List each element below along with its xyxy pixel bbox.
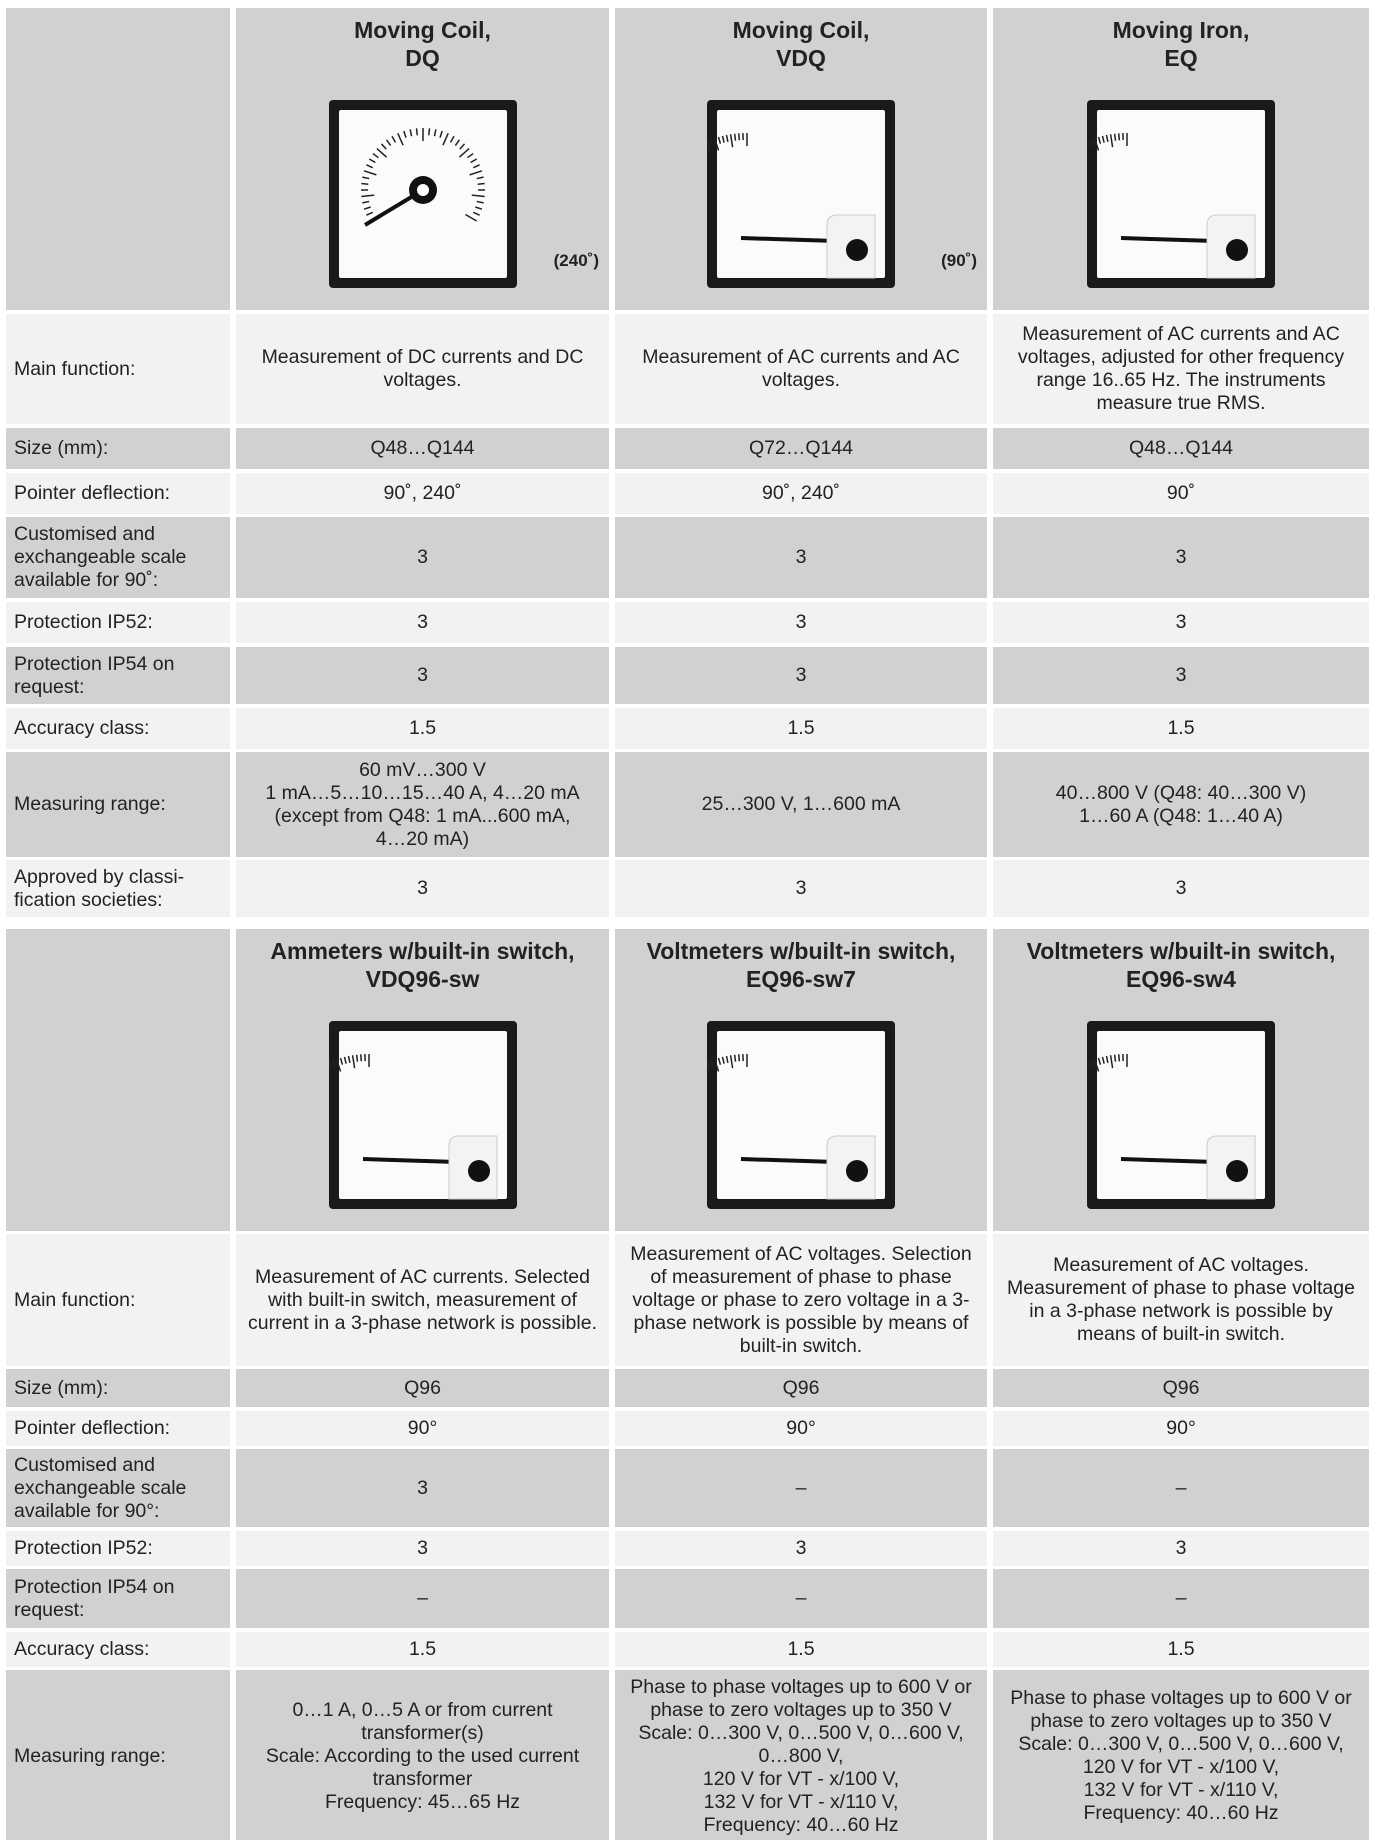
row-value: 90° [615,1411,987,1446]
row-value: – [993,1449,1369,1527]
row-value: 3 [993,517,1369,598]
meter-image [707,100,895,288]
row-value: 3 [615,602,987,643]
row-value: 3 [993,602,1369,643]
meter-image [328,1021,517,1209]
row-value: 90˚, 240˚ [236,473,609,514]
row-value: – [615,1449,987,1527]
row-value: – [236,1569,609,1628]
row-value: 3 [993,860,1369,917]
row-label: Size (mm): [6,1369,230,1407]
row-value: 3 [615,860,987,917]
row-value: Measurement of AC voltages. Measurement … [993,1234,1369,1366]
row-label: Protection IP52: [6,1531,230,1566]
meter-image [328,100,517,288]
row-value: 1.5 [993,708,1369,749]
row-value: 3 [993,1531,1369,1566]
row-value: 1.5 [615,1632,987,1667]
row-value: Q48…Q144 [236,428,609,469]
row-label: Main function: [6,314,230,424]
row-value: Measurement of DC currents and DC voltag… [236,314,609,424]
row-value: 3 [993,647,1369,704]
meter-image [707,1021,895,1209]
deflection-note: (90˚) [941,251,977,270]
product-header: Voltmeters w/built-in switch, EQ96-sw7 [615,929,987,1231]
row-value: 3 [236,517,609,598]
row-value: 25…300 V, 1…600 mA [615,752,987,857]
row-label: Main function: [6,1234,230,1366]
row-value: Phase to phase voltages up to 600 V or p… [615,1670,987,1840]
meter-image [1087,1021,1275,1209]
product-header: Moving Coil, VDQ (90˚) [615,8,987,310]
row-label: Measuring range: [6,1670,230,1840]
product-header: Moving Coil, DQ (240˚) [236,8,609,310]
row-value: 3 [236,860,609,917]
row-value: 1.5 [993,1632,1369,1667]
row-label: Protection IP54 on request: [6,647,230,704]
header-blank [6,8,230,310]
row-value: Q96 [236,1369,609,1407]
row-label: Accuracy class: [6,708,230,749]
row-value: – [615,1569,987,1628]
row-value: 90˚, 240˚ [615,473,987,514]
row-value: Measurement of AC currents. Selected wit… [236,1234,609,1366]
meter-image [1087,100,1275,288]
row-value: 1.5 [236,1632,609,1667]
row-value: Measurement of AC voltages. Selection of… [615,1234,987,1366]
row-label: Customised and exchangeable scale availa… [6,517,230,598]
row-value: Phase to phase voltages up to 600 V or p… [993,1670,1369,1840]
row-value: – [993,1569,1369,1628]
product-header: Moving Iron, EQ [993,8,1369,310]
row-value: Q72…Q144 [615,428,987,469]
row-value: 3 [236,647,609,704]
row-value: Measurement of AC currents and AC voltag… [615,314,987,424]
product-title: Moving Iron, EQ [1112,17,1250,71]
row-value: 40…800 V (Q48: 40…300 V) 1…60 A (Q48: 1…… [993,752,1369,857]
product-title: Voltmeters w/built-in switch, EQ96-sw4 [1026,938,1336,992]
row-value: 3 [615,517,987,598]
row-value: 3 [615,647,987,704]
row-value: Q96 [615,1369,987,1407]
row-label: Protection IP54 on request: [6,1569,230,1628]
row-label: Size (mm): [6,428,230,469]
product-title: Moving Coil, VDQ [732,17,870,71]
row-value: Q96 [993,1369,1369,1407]
product-title: Moving Coil, DQ [354,17,491,71]
row-value: 3 [236,602,609,643]
row-label: Protection IP52: [6,602,230,643]
row-label: Measuring range: [6,752,230,857]
header-blank [6,929,230,1231]
row-value: 1.5 [236,708,609,749]
row-value: 3 [236,1449,609,1527]
row-label: Pointer deflection: [6,473,230,514]
product-title: Voltmeters w/built-in switch, EQ96-sw7 [646,938,956,992]
product-header: Ammeters w/built-in switch, VDQ96-sw [236,929,609,1231]
row-label: Accuracy class: [6,1632,230,1667]
product-header: Voltmeters w/built-in switch, EQ96-sw4 [993,929,1369,1231]
row-value: 0…1 A, 0…5 A or from current transformer… [236,1670,609,1840]
row-value: 90° [993,1411,1369,1446]
product-title: Ammeters w/built-in switch, VDQ96-sw [270,938,575,992]
row-value: 60 mV…300 V 1 mA…5…10…15…40 A, 4…20 mA (… [236,752,609,857]
row-label: Approved by classi- fication societies: [6,860,230,917]
row-value: Q48…Q144 [993,428,1369,469]
row-value: 1.5 [615,708,987,749]
row-value: 3 [615,1531,987,1566]
row-value: Measurement of AC currents and AC voltag… [993,314,1369,424]
row-value: 90° [236,1411,609,1446]
row-label: Pointer deflection: [6,1411,230,1446]
row-value: 90˚ [993,473,1369,514]
row-label: Customised and exchangeable scale availa… [6,1449,230,1527]
deflection-note: (240˚) [553,251,599,270]
row-value: 3 [236,1531,609,1566]
